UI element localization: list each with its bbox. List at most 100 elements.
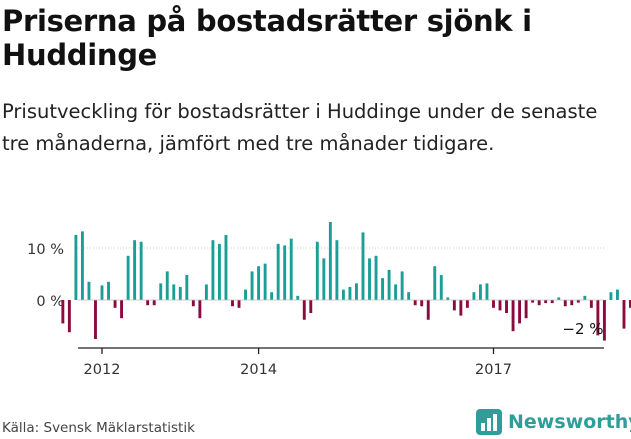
- bar: [420, 300, 424, 307]
- bar: [381, 278, 385, 300]
- bar: [322, 258, 326, 300]
- bar: [61, 300, 65, 324]
- bar: [531, 300, 535, 303]
- bar: [217, 243, 221, 300]
- bar: [94, 300, 97, 339]
- last-value-label: −2 %: [562, 320, 603, 338]
- bar: [439, 275, 443, 300]
- bar: [452, 300, 456, 311]
- bar: [563, 300, 567, 307]
- bar: [576, 300, 580, 303]
- chart-subtitle: Prisutveckling för bostadsrätter i Huddi…: [2, 100, 598, 155]
- bar: [387, 269, 391, 300]
- bar: [250, 271, 254, 300]
- bar: [511, 300, 515, 332]
- logo-text: Newsworthy: [508, 411, 631, 433]
- bar: [616, 289, 619, 300]
- bar: [492, 300, 495, 308]
- bar: [472, 292, 476, 300]
- bar: [309, 300, 313, 313]
- bar: [80, 231, 84, 300]
- bar: [270, 292, 274, 300]
- bar: [583, 295, 587, 300]
- bar: [107, 281, 110, 300]
- bar: [191, 300, 195, 307]
- bar-chart-logo-icon: [476, 409, 502, 435]
- bar: [172, 284, 176, 300]
- bar: [74, 235, 78, 300]
- bar: [407, 292, 411, 300]
- bar: [185, 275, 189, 300]
- bar: [596, 300, 600, 336]
- bar: [328, 222, 332, 300]
- bar: [133, 240, 137, 300]
- bar: [276, 243, 280, 300]
- bar: [355, 283, 358, 300]
- bar: [602, 300, 606, 341]
- chart-title: Priserna på bostadsrätter sjönk i Huddin…: [2, 4, 532, 72]
- bar: [159, 283, 163, 300]
- bar: [139, 241, 143, 300]
- bar: [589, 300, 593, 308]
- x-tick-label: 2012: [84, 362, 121, 378]
- bar: [544, 300, 548, 304]
- bar: [231, 300, 234, 307]
- bar: [518, 300, 522, 324]
- bar: [67, 300, 71, 333]
- bar: [224, 235, 228, 300]
- bar: [400, 271, 404, 300]
- bar: [87, 281, 91, 300]
- bar: [283, 245, 287, 300]
- bar: [485, 283, 489, 300]
- bar: [622, 300, 626, 329]
- bar: [505, 300, 508, 313]
- bar: [204, 284, 208, 300]
- bar: [537, 300, 541, 306]
- bar-chart: 10 %0 %201220142017201920222024−2 %: [27, 222, 631, 378]
- source-note: Källa: Svensk Mäklarstatistik: [2, 420, 195, 436]
- bar: [263, 263, 267, 300]
- bar: [426, 300, 430, 320]
- bar: [237, 300, 241, 308]
- bar: [570, 300, 574, 306]
- bar: [244, 289, 247, 300]
- bar: [361, 232, 365, 300]
- bar: [524, 300, 528, 319]
- bar: [296, 295, 300, 300]
- bar: [557, 297, 561, 300]
- bar: [146, 300, 150, 306]
- bar: [152, 300, 156, 306]
- newsworthy-logo: Newsworthy: [476, 407, 631, 437]
- y-tick-label: 10 %: [27, 242, 64, 258]
- bar: [498, 300, 502, 311]
- bar: [348, 287, 352, 300]
- bar: [165, 271, 169, 300]
- bar: [478, 284, 482, 300]
- y-tick-label: 0 %: [36, 294, 64, 310]
- bar: [257, 266, 261, 300]
- bar: [198, 300, 202, 319]
- bar: [335, 240, 339, 300]
- bar: [178, 287, 182, 300]
- bar: [100, 285, 104, 300]
- bar: [126, 255, 130, 300]
- bar: [211, 240, 215, 300]
- bar: [315, 241, 319, 300]
- bar: [120, 300, 124, 319]
- bar: [446, 297, 450, 300]
- bar: [413, 300, 417, 306]
- bar: [629, 300, 631, 308]
- bar: [550, 300, 554, 304]
- bar: [374, 255, 378, 300]
- x-tick-label: 2017: [475, 362, 512, 378]
- bar: [289, 238, 293, 300]
- bar: [113, 300, 117, 308]
- x-tick-label: 2014: [240, 362, 277, 378]
- bar: [433, 266, 437, 300]
- bar: [394, 284, 398, 300]
- bar: [459, 300, 463, 316]
- bar: [302, 300, 306, 320]
- bar: [341, 289, 345, 300]
- bar: [368, 258, 371, 300]
- bar: [609, 292, 613, 300]
